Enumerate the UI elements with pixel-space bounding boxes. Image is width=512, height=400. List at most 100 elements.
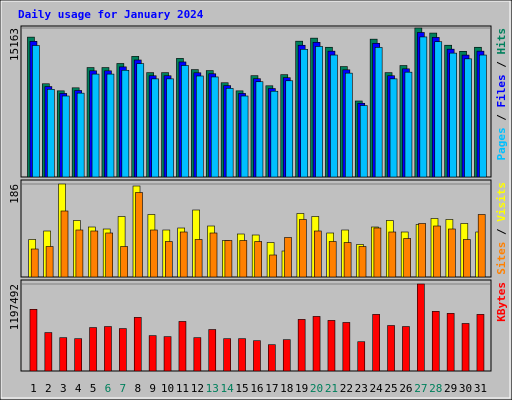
bar [148,335,157,372]
bar [268,344,276,372]
bar [29,309,38,372]
bar [313,230,322,278]
x-tick-label: 14 [221,382,235,395]
bar [76,92,85,178]
chart-title: Daily usage for January 2024 [18,8,204,21]
bar [419,36,428,178]
bar [238,338,246,372]
legend-entry: Files [495,74,508,107]
bar [91,73,100,178]
bar [270,90,279,178]
x-tick-label: 3 [60,382,67,395]
bar [477,214,486,278]
bar [136,63,145,178]
y-tick-label: 186 [8,184,21,204]
bar [119,328,127,372]
x-tick-label: 7 [120,382,127,395]
bar [312,316,321,372]
x-tick-label: 16 [250,382,263,395]
bar [418,223,426,278]
bar [434,41,443,178]
bar [359,105,368,178]
bar [90,230,99,278]
bar [209,232,218,278]
bar [461,323,470,372]
x-tick-label: 29 [444,382,457,395]
x-tick-label: 20 [310,382,323,395]
x-tick-label: 2 [45,382,52,395]
y-tick-label: 1197492 [8,284,21,330]
bar [30,248,39,278]
x-tick-label: 4 [75,382,82,395]
x-tick-label: 1 [30,382,37,395]
bar [75,229,84,278]
bar [300,49,308,178]
bar [239,240,248,278]
bar [210,76,219,178]
bar [462,239,471,278]
bar [327,320,336,372]
x-tick-label: 19 [295,382,308,395]
bar [151,78,159,178]
bar [121,69,130,178]
bar [105,232,113,278]
x-tick-label: 8 [134,382,141,395]
bar [315,46,323,178]
bar [133,317,142,372]
bar [253,340,261,372]
bar [74,338,82,372]
x-tick-label: 15 [235,382,248,395]
bar [358,246,367,278]
bar [196,75,204,178]
bar [417,283,425,372]
bar [285,80,294,178]
x-tick-label: 9 [149,382,156,395]
x-tick-label: 27 [414,382,427,395]
bar [372,314,380,372]
bar [389,78,398,178]
x-tick-label: 11 [176,382,189,395]
x-tick-label: 18 [280,382,293,395]
bar [163,336,172,372]
bar [60,210,69,278]
bar [45,246,54,278]
legend-entry: Hits [495,28,508,55]
bar [179,231,188,278]
bar [166,78,174,178]
bar [181,65,189,178]
bar [44,332,53,372]
x-tick-label: 5 [90,382,97,395]
x-tick-label: 28 [429,382,442,395]
bar [120,246,128,278]
x-tick-label: 6 [105,382,112,395]
bar [448,228,456,278]
bar [402,326,410,372]
bar [223,338,231,372]
bar [357,341,366,372]
bar [446,313,455,372]
x-tick-label: 10 [161,382,174,395]
bar [284,237,292,278]
bar [328,241,337,278]
legend: Pages / Files / Hits [495,28,508,161]
x-tick-label: 23 [355,382,368,395]
bar [150,229,158,278]
bar [388,231,397,278]
x-tick-label: 12 [191,382,204,395]
legend-entry: Sites [495,242,508,275]
bar [330,54,338,178]
bar [193,337,202,372]
x-tick-label: 31 [474,382,487,395]
x-tick-label: 30 [459,382,472,395]
y-tick-label: 15163 [8,28,21,61]
bar [342,322,351,372]
bar [464,58,472,178]
bar [104,326,112,372]
bar [32,45,40,178]
bar [254,241,262,278]
bar [433,225,441,278]
bar [343,242,352,278]
bar [255,81,264,178]
bar [431,311,440,372]
x-tick-label: 17 [265,382,278,395]
